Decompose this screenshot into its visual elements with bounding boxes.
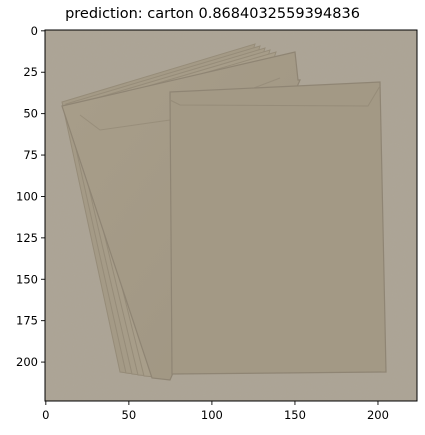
x-tick-label: 100 xyxy=(201,408,223,422)
y-tick-label: 150 xyxy=(16,272,38,286)
y-tick-label: 125 xyxy=(16,231,38,245)
y-axis: 0 25 50 75 100 125 150 175 200 xyxy=(16,24,45,369)
x-tick-label: 150 xyxy=(284,408,306,422)
envelope-upright xyxy=(169,81,387,375)
x-tick-label: 50 xyxy=(122,408,137,422)
x-tick-label: 0 xyxy=(42,408,49,422)
y-tick-label: 175 xyxy=(16,314,38,328)
envelope-stack xyxy=(61,43,387,381)
y-tick-label: 100 xyxy=(16,189,38,203)
y-tick-label: 200 xyxy=(16,355,38,369)
y-tick-label: 0 xyxy=(31,24,38,38)
y-tick-label: 50 xyxy=(23,107,38,121)
y-tick-label: 25 xyxy=(23,65,38,79)
y-tick-label: 75 xyxy=(23,148,38,162)
x-axis: 0 50 100 150 200 xyxy=(42,401,389,422)
plot-title: prediction: carton 0.8684032559394836 xyxy=(65,6,360,22)
axes-frame xyxy=(44,29,418,402)
envelope-upright-flap-line xyxy=(169,85,381,107)
x-tick-label: 200 xyxy=(367,408,389,422)
